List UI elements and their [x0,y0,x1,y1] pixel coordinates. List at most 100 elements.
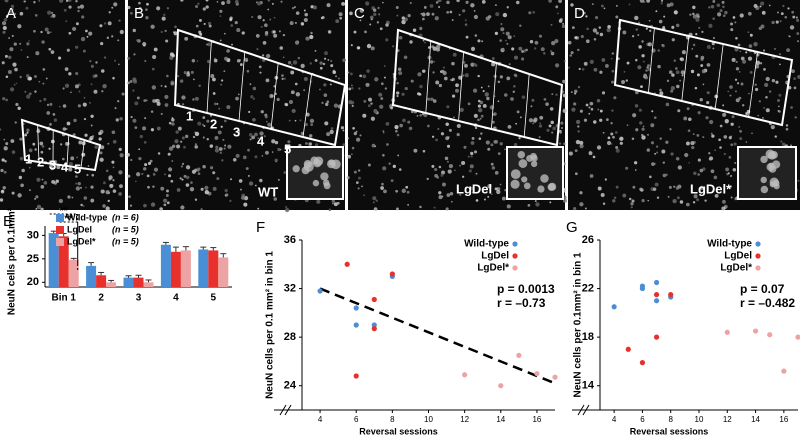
legend-label: Wild-type [67,212,107,222]
cell-dot [470,62,475,67]
cell-dot [146,2,149,6]
cell-dot [376,21,380,24]
x-axis-label: Reversal sessions [630,426,709,436]
cell-dot [598,26,602,29]
cell-dot [437,0,442,3]
cell-dot [176,74,180,78]
cell-dot [41,40,45,44]
bar [218,257,229,287]
cell-dot [731,115,735,119]
cell-dot [14,67,18,72]
cell-dot [378,92,383,97]
cell-dot [590,107,594,111]
cell-dot [623,70,626,73]
cell-dot [739,129,743,133]
cell-dot [118,147,122,152]
cell-dot [224,188,228,193]
cell-dot [601,4,604,8]
cell-dot [205,43,208,46]
cell-dot [9,10,13,14]
data-point [353,373,359,379]
cell-dot [482,90,485,93]
cell-dot [611,80,614,84]
cell-dot [168,174,172,178]
cell-dot [166,201,170,205]
cell-dot [691,47,694,50]
cell-dot [507,35,512,40]
cell-dot [764,82,769,88]
cell-dot [780,140,783,143]
cell-dot [108,177,112,181]
cell-dot [65,20,68,23]
cell-dot [567,66,570,69]
cell-dot [579,109,583,113]
cell-dot [101,69,105,73]
cell-dot [431,12,435,16]
x-tick-label: 4 [173,293,179,304]
legend-n: (n = 5) [112,236,139,246]
cell-dot [535,202,540,207]
cell-dot [62,157,65,161]
cell-dot [434,16,439,21]
cell-dot [781,142,786,147]
cell-dot [641,54,645,58]
cell-dot [573,89,578,94]
cell-dot [518,137,521,140]
cell-dot [487,85,490,88]
cell-dot [668,70,673,74]
cell-dot [480,132,483,135]
cell-dot [614,196,617,199]
cell-dot [220,125,223,128]
cell-dot [11,191,15,195]
cell-dot [382,166,387,171]
cell-dot [255,33,260,38]
cell-dot [607,24,611,29]
cell-dot [150,128,155,132]
cell-dot [634,161,638,165]
cell-dot [364,30,367,34]
cell-dot [610,122,613,125]
cell-dot [76,156,79,159]
cell-dot [262,19,265,22]
cell-dot [247,148,250,152]
panel-label: C [354,5,365,22]
cell-dot [181,103,185,106]
cell-dot [401,16,405,20]
cell-dot [330,64,334,68]
cell-dot [723,135,728,139]
cell-dot [663,27,665,30]
cell-dot [538,34,543,38]
cell-dot [112,76,115,80]
cell-dot [602,131,605,134]
cell-dot [791,69,795,74]
cell-dot [494,4,497,7]
cell-dot [550,50,552,53]
cell-dot [654,152,657,155]
cell-dot [699,98,703,102]
cell-dot [562,108,567,114]
cell-dot [90,114,94,118]
cell-dot [559,131,562,134]
cell-dot [202,116,206,119]
cell-dot [697,173,701,176]
y-axis-label: NeuN cells per 0.1 mm² in bin 1 [265,251,276,399]
cell-dot [234,20,238,25]
cell-dot [419,84,423,89]
cell-dot [478,137,482,140]
cell-dot [99,151,103,155]
cell-dot [40,207,44,211]
bin-number: 4 [61,159,69,174]
cell-dot [697,158,701,162]
cell-dot [554,63,560,68]
x-axis-label: Reversal sessions [359,426,438,436]
cell-dot [34,90,37,93]
cell-dot [528,118,534,123]
cell-dot [111,6,114,9]
cell-dot [605,64,609,68]
cell-dot [431,135,435,138]
cell-dot [197,121,202,126]
cell-dot [384,87,388,90]
cell-dot [634,104,639,108]
data-point [781,368,787,374]
cell-dot [401,92,405,96]
